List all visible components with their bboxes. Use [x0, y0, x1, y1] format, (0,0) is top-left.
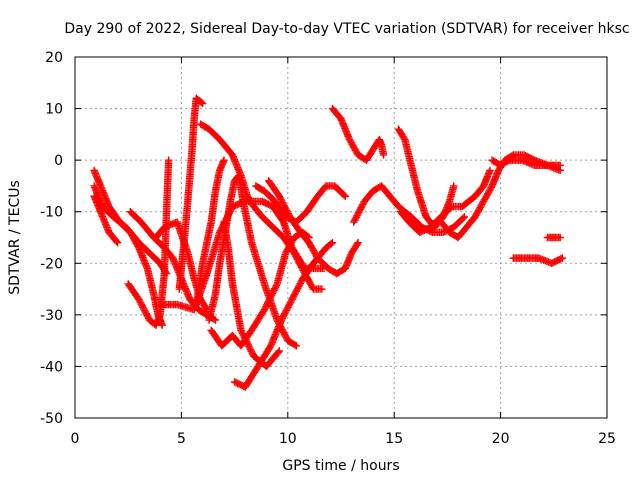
- series-arc-23: [509, 254, 567, 267]
- x-tick-label: 20: [492, 431, 510, 447]
- data-point: [556, 233, 564, 242]
- data-point: [446, 204, 455, 212]
- series-arc-22: [488, 156, 564, 169]
- x-tick-label: 15: [385, 431, 403, 447]
- x-axis-label: GPS time / hours: [282, 458, 399, 474]
- y-tick-label: -50: [40, 411, 63, 427]
- data-point: [328, 238, 337, 247]
- data-point: [460, 213, 469, 221]
- y-tick-label: 10: [45, 102, 63, 118]
- chart-title: Day 290 of 2022, Sidereal Day-to-day VTE…: [64, 21, 629, 37]
- data-point: [486, 166, 494, 175]
- series-arc-20: [396, 166, 494, 237]
- data-point: [318, 285, 326, 293]
- y-tick-label: -30: [40, 308, 63, 324]
- x-tick-label: 0: [71, 431, 80, 447]
- data-point: [275, 347, 283, 355]
- data-point: [274, 348, 282, 356]
- series-arc-8: [175, 94, 207, 293]
- data-point: [354, 238, 362, 247]
- data-point: [113, 238, 122, 247]
- series-arc-24: [543, 233, 564, 242]
- y-tick-label: -10: [40, 205, 63, 221]
- series-arc-3: [90, 192, 122, 247]
- data-point: [341, 192, 349, 200]
- data-point: [450, 182, 458, 190]
- plot-frame: [74, 56, 608, 419]
- data-point: [556, 161, 564, 169]
- data-point: [321, 183, 329, 191]
- data-point: [379, 151, 388, 159]
- grid-lines: [75, 57, 607, 418]
- x-tick-label: 25: [598, 431, 616, 447]
- data-point: [158, 321, 166, 329]
- series-arc-16: [264, 177, 362, 278]
- data-series: [90, 94, 567, 391]
- data-point: [197, 98, 206, 107]
- series-arc-17: [328, 104, 388, 164]
- data-point: [112, 237, 121, 246]
- data-point: [340, 191, 348, 199]
- data-point: [459, 214, 467, 222]
- data-point: [292, 342, 301, 350]
- data-point: [220, 156, 228, 164]
- data-point: [198, 99, 207, 108]
- series-arc-2: [90, 182, 171, 278]
- data-point: [327, 239, 335, 248]
- x-tick-label: 10: [279, 431, 297, 447]
- y-tick-label: 0: [54, 153, 63, 169]
- y-tick-label: -40: [40, 359, 63, 375]
- data-point: [558, 254, 567, 262]
- y-tick-label: 20: [45, 50, 63, 66]
- series-arc-14: [220, 218, 283, 371]
- data-point: [164, 156, 173, 164]
- y-tick-label: -20: [40, 256, 63, 272]
- series-arc-1: [90, 166, 166, 329]
- data-point: [211, 316, 220, 324]
- axis-ticks: 0 5 10 15 20 25 -50 -40 -30 -20 -10 0 10 20: [40, 50, 616, 447]
- y-axis-label: SDTVAR / TECUs: [7, 180, 23, 295]
- series-arc-13: [230, 238, 337, 391]
- series-arc-9: [192, 156, 228, 309]
- x-tick-label: 5: [177, 431, 186, 447]
